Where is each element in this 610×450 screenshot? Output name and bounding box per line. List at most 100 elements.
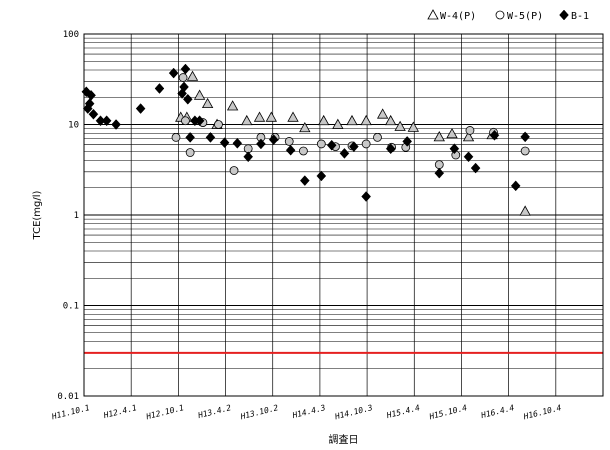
data-point <box>180 63 191 75</box>
x-tick-label: H13.4.2 <box>196 403 232 420</box>
data-point <box>433 131 445 142</box>
data-point <box>205 132 216 143</box>
data-point <box>434 167 445 179</box>
legend-item: W-5(P) <box>495 10 543 22</box>
data-point <box>326 139 337 151</box>
data-point <box>101 115 112 127</box>
data-point <box>243 151 254 163</box>
data-point <box>361 139 371 149</box>
data-point <box>241 114 253 126</box>
data-point <box>318 114 330 126</box>
legend-label: W-4(P) <box>440 11 476 22</box>
x-tick-label: H12.4.1 <box>102 403 138 420</box>
y-axis-label: TCE(mg/l) <box>32 190 43 240</box>
data-point <box>299 175 310 186</box>
legend: W-4(P) W-5(P) B-1 <box>427 9 589 22</box>
x-tick-label: H16.4.4 <box>479 403 515 420</box>
data-point <box>185 148 195 157</box>
data-point <box>285 144 296 156</box>
legend-marker <box>559 9 569 21</box>
data-point <box>256 138 266 150</box>
data-points <box>81 63 531 216</box>
y-tick-label: 0.01 <box>57 392 79 402</box>
data-point <box>373 133 382 142</box>
data-point <box>339 147 350 159</box>
data-point <box>229 166 239 175</box>
data-point <box>316 170 327 182</box>
data-point <box>111 119 121 130</box>
x-tick-label: H15.4.4 <box>385 403 421 420</box>
data-point <box>179 81 189 93</box>
data-point <box>86 89 96 101</box>
x-tick-label: H13.10.2 <box>239 403 280 421</box>
data-point <box>268 134 279 146</box>
data-point <box>470 162 481 174</box>
data-point <box>434 160 444 170</box>
data-point <box>332 118 344 129</box>
data-point <box>361 191 371 202</box>
data-point <box>446 127 458 139</box>
data-point <box>193 89 206 100</box>
data-point <box>214 120 223 129</box>
data-point <box>463 151 474 163</box>
data-point <box>462 131 475 142</box>
data-point <box>226 100 239 111</box>
data-point <box>407 121 420 132</box>
data-point <box>201 97 214 109</box>
legend-label: W-5(P) <box>507 11 543 22</box>
data-point <box>316 139 326 149</box>
y-ticks: 100 10 1 0.1 0.01 <box>57 30 79 402</box>
data-point <box>449 143 460 155</box>
x-tick-label: H14.10.3 <box>333 403 374 421</box>
data-point <box>154 83 165 94</box>
y-tick-label: 0.1 <box>63 302 79 312</box>
data-point <box>265 111 277 122</box>
data-point <box>84 98 95 110</box>
data-point <box>185 132 195 143</box>
legend-marker <box>495 10 505 20</box>
legend-marker <box>427 9 439 20</box>
x-tick-label: H12.10.1 <box>144 403 185 421</box>
data-point <box>465 126 475 135</box>
data-point <box>520 131 530 143</box>
data-point <box>394 120 406 131</box>
legend-item: W-4(P) <box>427 9 476 22</box>
x-tick-label: H14.4.3 <box>291 403 327 420</box>
data-point <box>186 70 199 81</box>
data-point <box>385 114 397 126</box>
data-point <box>182 93 193 105</box>
data-point <box>298 146 308 156</box>
data-point <box>181 116 190 126</box>
data-point <box>232 137 243 149</box>
data-point <box>349 141 359 152</box>
data-point <box>135 103 146 114</box>
legend-label: B-1 <box>571 11 589 22</box>
data-point <box>299 121 311 133</box>
data-point <box>168 67 179 79</box>
x-ticks: H11.10.1 H12.4.1 H12.10.1 H13.4.2 H13.10.2 H1… <box>50 403 563 421</box>
data-point <box>287 111 299 122</box>
data-point <box>194 115 205 127</box>
grid <box>84 34 603 397</box>
y-tick-label: 100 <box>63 30 79 40</box>
x-tick-label: H16.10.4 <box>522 403 563 421</box>
data-point <box>178 73 188 82</box>
x-tick-label: H15.10.4 <box>427 403 468 421</box>
data-point <box>171 133 181 142</box>
data-point <box>360 114 372 126</box>
data-point <box>402 136 413 147</box>
data-point <box>346 114 358 126</box>
data-point <box>88 108 99 120</box>
data-point <box>219 137 230 149</box>
data-point <box>253 111 266 122</box>
data-point <box>520 146 530 156</box>
legend-item: B-1 <box>559 9 589 22</box>
plot-frame <box>83 33 604 397</box>
data-point <box>385 143 396 155</box>
data-point <box>519 205 531 216</box>
y-tick-label: 1 <box>74 211 79 221</box>
data-point <box>376 108 389 119</box>
x-axis-label: 調査日 <box>329 433 359 446</box>
y-tick-label: 10 <box>68 121 79 131</box>
